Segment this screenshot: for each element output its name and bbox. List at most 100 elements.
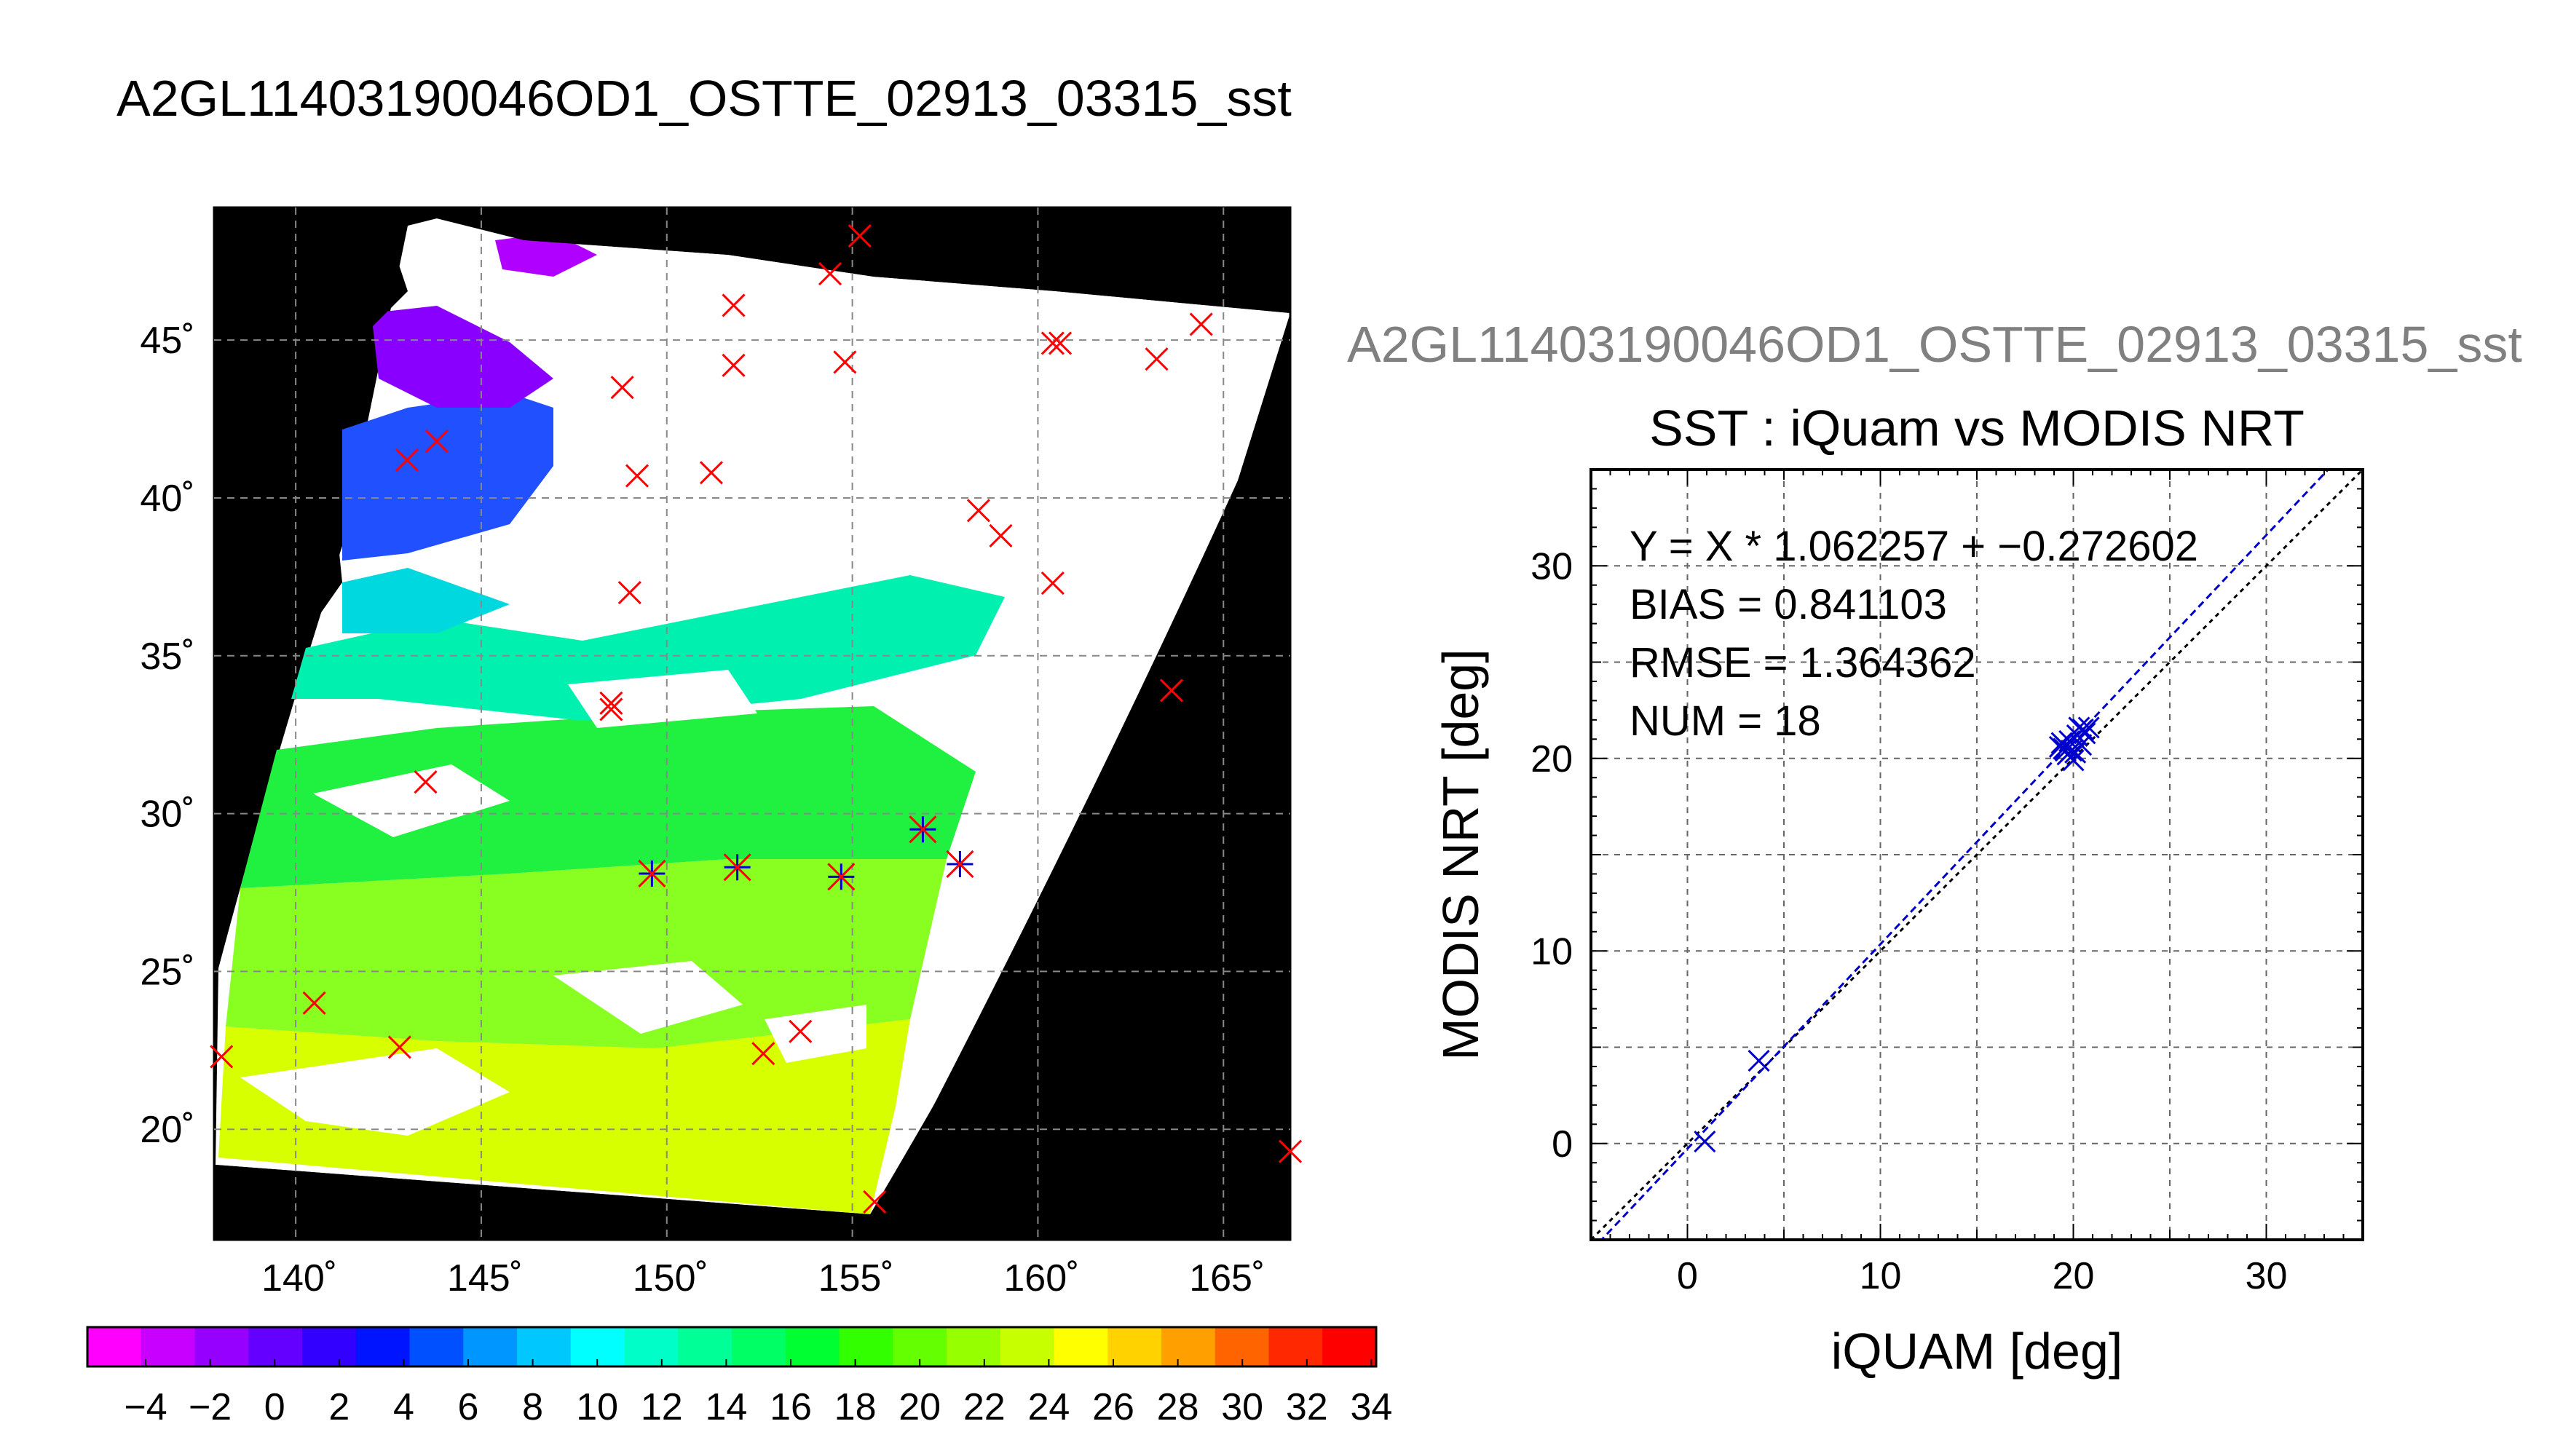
sst-field-cyan: [342, 568, 510, 633]
map-marker-stroke: [1189, 312, 1213, 336]
map-marker-stroke: [424, 429, 449, 453]
map-lon-tick-label: 145˚: [447, 1257, 523, 1299]
map-lon-tick-label: 150˚: [633, 1257, 708, 1299]
colorbar-segment: [248, 1327, 303, 1366]
colorbar-segment: [947, 1327, 1001, 1366]
map-marker-stroke: [751, 1042, 775, 1066]
map-red-x-marker: [610, 376, 634, 400]
colorbar-segment: [1107, 1327, 1162, 1366]
sst-field-green: [240, 706, 976, 888]
scatter-points: [1694, 716, 2100, 1153]
colorbar-segment: [194, 1327, 249, 1366]
map-marker-stroke: [1048, 331, 1073, 355]
map-marker-stroke: [1159, 678, 1183, 703]
scatter-point-stroke: [2048, 735, 2072, 758]
map-red-x-marker: [699, 461, 723, 485]
map-lat-tick-label: 40˚: [140, 478, 194, 520]
scatter-point: [2054, 740, 2077, 762]
map-red-x-marker: [302, 991, 326, 1015]
scatter-point: [2048, 735, 2072, 758]
map-red-x-marker: [751, 1042, 775, 1066]
scatter-annotation: RMSE = 1.364362: [1630, 639, 1976, 687]
map-marker-stroke: [989, 523, 1013, 548]
map-marker-stroke: [946, 850, 974, 879]
scatter-x-tick-label: 10: [1860, 1255, 1902, 1297]
scatter-x-tick-label: 30: [2246, 1255, 2288, 1297]
map-matchup-marker: [946, 850, 974, 879]
map-marker-stroke: [722, 353, 746, 377]
map-lon-tick-label: 155˚: [818, 1257, 894, 1299]
map-red-x-marker: [395, 448, 419, 472]
colorbar-segment: [624, 1327, 679, 1366]
colorbar-segment: [1268, 1327, 1323, 1366]
map-red-x-marker: [789, 1019, 813, 1043]
colorbar-tick-label: 24: [1027, 1386, 1070, 1428]
colorbar-segment: [1161, 1327, 1216, 1366]
colorbar-frame: [86, 1326, 1378, 1368]
scatter-annotation: Y = X * 1.062257 + −0.272602: [1630, 523, 2198, 570]
map-marker-stroke: [302, 991, 326, 1015]
colorbar-tick-label: 28: [1157, 1386, 1199, 1428]
map-red-x-marker: [833, 350, 857, 374]
colorbar-tick-label: 22: [963, 1386, 1006, 1428]
scatter-point: [2072, 719, 2094, 741]
colorbar-segment: [463, 1327, 518, 1366]
map-marker-stroke: [599, 697, 623, 721]
one-to-one-line: [1591, 470, 2363, 1240]
map-marker-stroke: [387, 1035, 411, 1059]
map-marker-stroke: [789, 1019, 813, 1043]
scatter-point-stroke: [2062, 749, 2085, 772]
colorbar-tick-label: 12: [641, 1386, 683, 1428]
scatter-point: [1748, 1049, 1770, 1072]
colorbar-tick-label: 18: [834, 1386, 877, 1428]
colorbar-tick-label: 16: [770, 1386, 812, 1428]
map-red-x-marker: [599, 691, 623, 715]
map-red-x-marker: [818, 262, 842, 286]
cloud-patch: [240, 1048, 510, 1136]
map-red-x-marker: [387, 1035, 411, 1059]
scatter-point-stroke: [2060, 740, 2082, 762]
map-marker-stroke: [638, 859, 666, 888]
map-marker-stroke: [722, 293, 746, 317]
map-marker-stroke: [827, 863, 856, 891]
map-lat-tick-label: 35˚: [140, 636, 194, 678]
scatter-subtitle: A2GL11403190046OD1_OSTTE_02913_03315_sst: [1347, 316, 2522, 373]
map-marker-stroke: [395, 448, 419, 472]
map-marker-stroke: [1040, 571, 1065, 596]
colorbar-tick-label: −4: [124, 1386, 167, 1428]
sst-field-violet: [371, 306, 553, 408]
sst-colorbar: −4 −2 0 2 4 6 8 10 12 14 16 18 20 22 24 26 28 30 32 34: [86, 1326, 1392, 1428]
map-marker-stroke: [723, 853, 751, 882]
map-lon-tick-label: 160˚: [1003, 1257, 1079, 1299]
scatter-x-tick-label: 20: [2053, 1255, 2095, 1297]
land-mass: [408, 207, 1290, 313]
map-red-x-marker: [599, 697, 623, 721]
cloud-patch: [313, 764, 510, 837]
map-lon-labels: 140˚ 145˚ 150˚ 155˚ 160˚ 165˚: [261, 1257, 1265, 1299]
scatter-point-stroke: [2054, 740, 2077, 762]
scatter-point-stroke: [1694, 1131, 1716, 1153]
scatter-x-axis-label: iQUAM [deg]: [1831, 1323, 2123, 1380]
scatter-annotation: NUM = 18: [1630, 697, 1821, 745]
scatter-y-tick-label: 20: [1531, 738, 1573, 780]
map-red-x-marker: [1189, 312, 1213, 336]
map-marker-stroke: [699, 461, 723, 485]
map-lat-labels: 45˚ 40˚ 35˚ 30˚ 25˚ 20˚: [140, 320, 194, 1151]
sst-field-mint: [291, 575, 1005, 721]
map-matchup-marker: [827, 863, 856, 891]
colorbar-segments: [87, 1327, 1377, 1366]
map-marker-stroke: [966, 499, 990, 523]
map-lon-tick-label: 140˚: [261, 1257, 337, 1299]
map-red-x-marker: [966, 499, 990, 523]
colorbar-tick-label: 30: [1221, 1386, 1263, 1428]
map-lat-tick-label: 25˚: [140, 951, 194, 993]
map-matchup-marker: [909, 815, 937, 844]
scatter-point-stroke: [2070, 734, 2093, 756]
map-red-x-marker: [1048, 331, 1073, 355]
colorbar-labels: −4 −2 0 2 4 6 8 10 12 14 16 18 20 22 24 26 28 30 32 34: [124, 1359, 1392, 1428]
colorbar-segment: [1000, 1327, 1054, 1366]
scatter-annotation: BIAS = 0.841103: [1630, 581, 1947, 628]
map-red-x-marker: [1040, 571, 1065, 596]
colorbar-tick-label: 14: [705, 1386, 747, 1428]
colorbar-segment: [678, 1327, 732, 1366]
